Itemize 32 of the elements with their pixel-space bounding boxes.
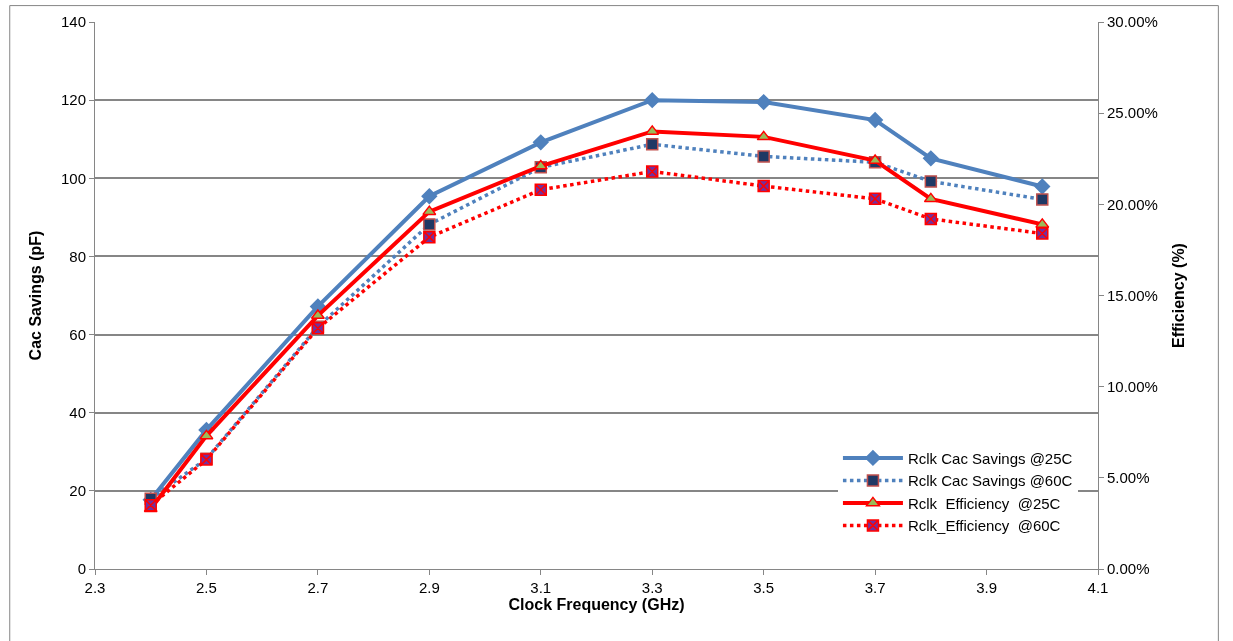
y-tick-label: 120: [60, 91, 86, 109]
y2-tick-label: 25.00%: [1107, 104, 1158, 122]
y-tick-label: 20: [69, 482, 86, 500]
x-tick-label: 3.3: [641, 579, 663, 596]
y-tick-label: 60: [69, 325, 86, 343]
x-tick-label: 2.5: [196, 579, 217, 596]
y2-tick-label: 5.00%: [1107, 469, 1150, 487]
y-tick-label: 0: [77, 560, 86, 578]
x-tick-label: 3.7: [864, 579, 886, 596]
y-tick-label: 40: [69, 403, 86, 421]
y2-tick-label: 10.00%: [1107, 377, 1158, 395]
x-tick-label: 3.9: [976, 579, 997, 596]
legend-label: Rclk Efficiency @25C: [907, 494, 1061, 512]
legend-label: Rclk Cac Savings @60C: [907, 472, 1073, 490]
y-tick-label: 80: [69, 247, 86, 265]
x-tick-label: 4.1: [1087, 579, 1109, 596]
y2-tick-label: 0.00%: [1107, 560, 1150, 578]
y2-tick-label: 30.00%: [1107, 13, 1158, 31]
x-axis-title: Clock Frequency (GHz): [508, 596, 685, 613]
y2-tick-label: 20.00%: [1107, 195, 1158, 213]
x-tick-label: 2.9: [418, 579, 440, 596]
y2-tick-label: 15.00%: [1107, 286, 1158, 304]
y-tick-label: 100: [60, 169, 86, 187]
x-tick-label: 2.3: [84, 579, 106, 596]
legend-label: Rclk_Efficiency @60C: [907, 517, 1061, 535]
x-tick-label: 3.5: [753, 579, 775, 596]
y2-axis-title: Efficiency (%): [1169, 243, 1187, 348]
x-tick-label: 3.1: [530, 579, 552, 596]
y-tick-label: 140: [60, 13, 86, 31]
y-axis-title: Cac Savings (pF): [26, 230, 44, 361]
x-tick-label: 2.7: [307, 579, 329, 596]
legend-label: Rclk Cac Savings @25C: [907, 449, 1073, 467]
